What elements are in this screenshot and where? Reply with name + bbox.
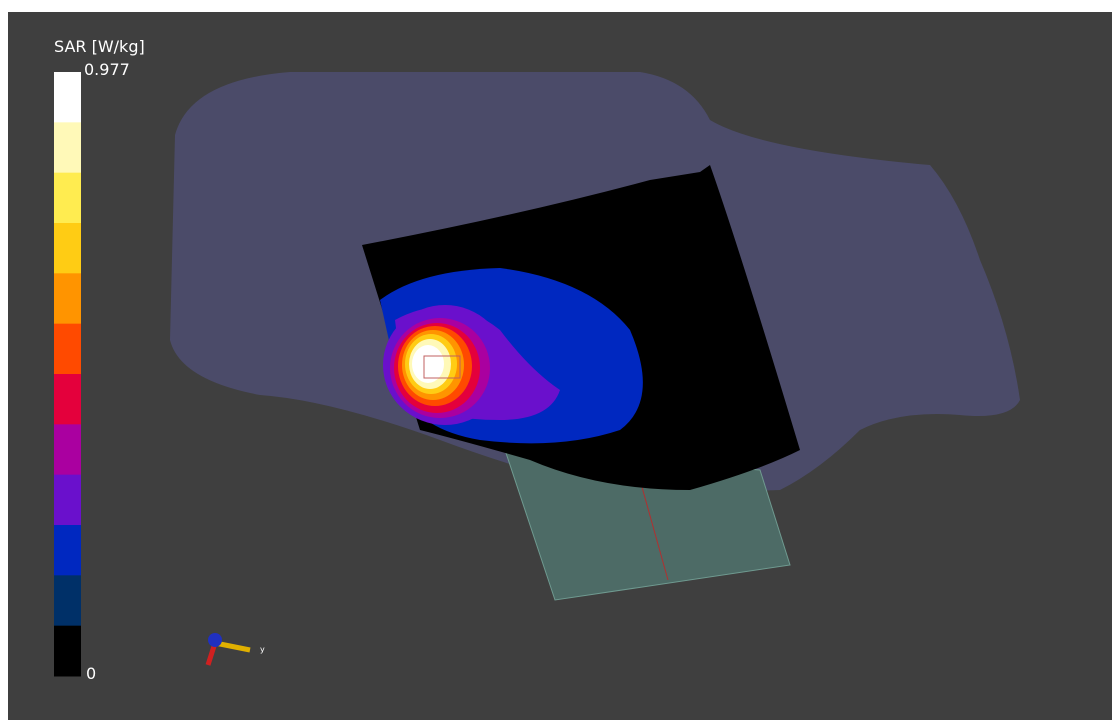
triad-label: y — [260, 645, 265, 654]
colorbar-max: 0.977 — [84, 60, 130, 79]
colorbar-band — [54, 374, 81, 425]
colorbar-band — [54, 223, 81, 274]
axis-triad: y — [205, 633, 265, 666]
colorbar-band — [54, 72, 81, 123]
colorbar-band — [54, 575, 81, 627]
averaging-cube — [423, 355, 461, 379]
triad-y — [214, 640, 251, 653]
colorbar-band — [54, 625, 81, 677]
colorbar-band — [54, 122, 81, 174]
colorbar-band — [54, 525, 81, 576]
colorbar-band — [54, 424, 81, 476]
triad-z — [208, 633, 222, 647]
colorbar-title: SAR [W/kg] — [54, 37, 145, 56]
colorbar-band — [54, 172, 81, 224]
contour-peak — [412, 345, 444, 383]
colorbar-band — [54, 273, 81, 325]
colorbar — [54, 72, 81, 677]
colorbar-min: 0 — [86, 664, 96, 683]
colorbar-band — [54, 323, 81, 375]
colorbar-band — [54, 474, 81, 526]
antenna-feed — [639, 479, 669, 581]
